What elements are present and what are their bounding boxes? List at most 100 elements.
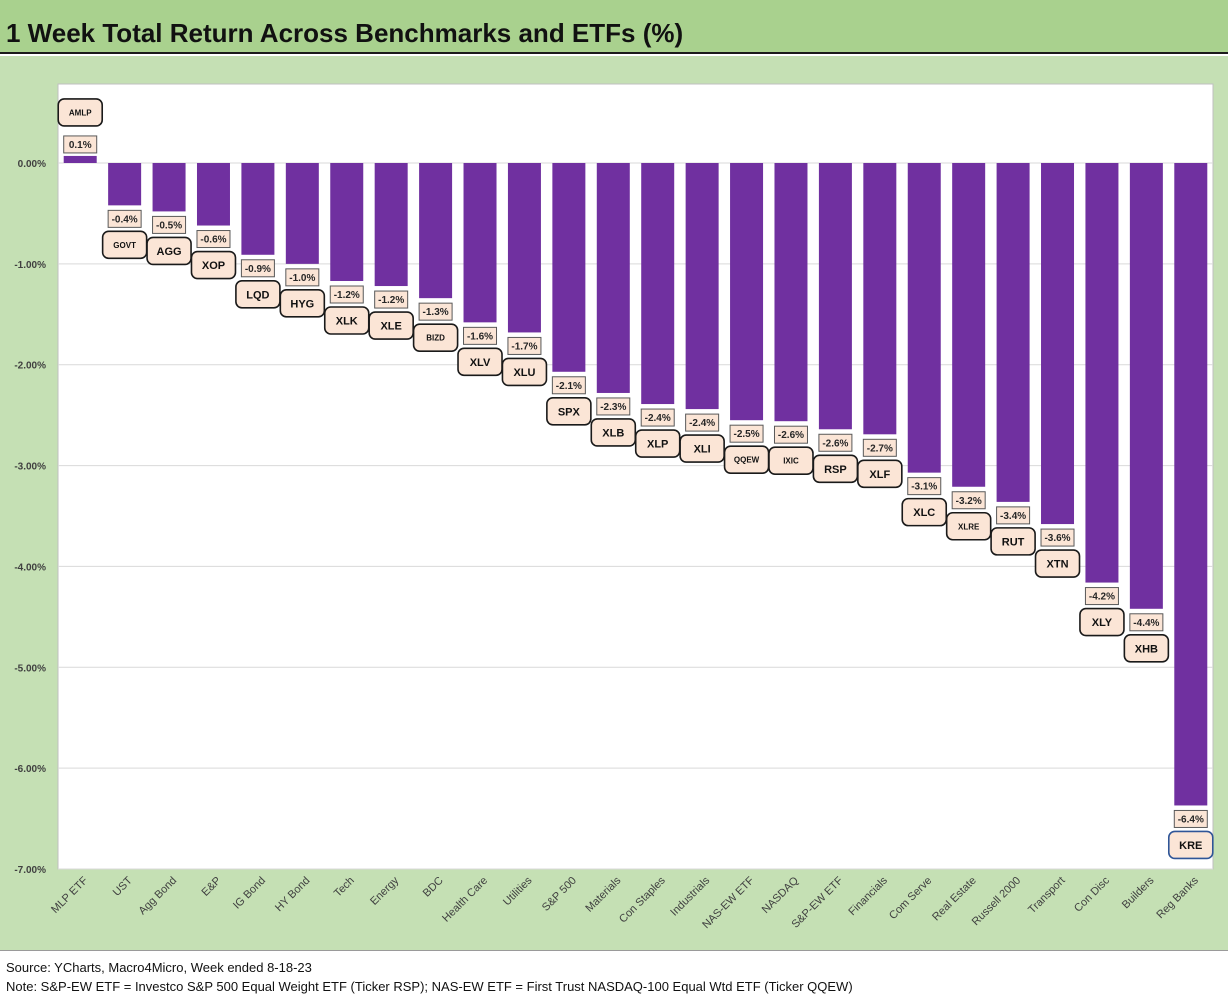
value-label: -4.2% bbox=[1089, 592, 1115, 603]
bar bbox=[596, 163, 630, 393]
value-label-box bbox=[862, 438, 897, 457]
ticker-label: XLF bbox=[869, 469, 890, 481]
chart-frame: 0.00% -1.00% -2.00% -3.00% -4.00% -5.00% -6.00… bbox=[0, 56, 1228, 950]
x-tick-label: HY Bond bbox=[273, 875, 312, 914]
value-label: -1.0% bbox=[289, 273, 315, 284]
bar bbox=[63, 155, 97, 163]
value-label-box bbox=[285, 268, 320, 287]
value-label-box bbox=[418, 302, 453, 321]
value-label: -0.5% bbox=[156, 220, 182, 231]
value-label-box bbox=[596, 397, 631, 416]
ticker-badge bbox=[990, 527, 1036, 556]
x-tick-label: E&P bbox=[200, 875, 224, 899]
y-tick-label: 0.00% bbox=[18, 159, 46, 170]
ticker-label: XLU bbox=[513, 367, 535, 379]
value-label-box bbox=[374, 290, 409, 309]
ticker-badge bbox=[679, 434, 725, 463]
bar bbox=[1041, 163, 1075, 525]
value-label-box bbox=[1084, 587, 1119, 606]
ticker-label: AMLP bbox=[69, 108, 92, 117]
ticker-label: KRE bbox=[1179, 840, 1202, 852]
ticker-label: XHB bbox=[1135, 643, 1158, 655]
bar bbox=[996, 163, 1030, 502]
ticker-badge bbox=[590, 418, 637, 447]
ticker-label: RUT bbox=[1002, 536, 1025, 548]
value-label: -3.1% bbox=[911, 482, 937, 493]
y-tick-label: -6.00% bbox=[14, 764, 46, 775]
source-note: Source: YCharts, Macro4Micro, Week ended… bbox=[6, 960, 312, 975]
ticker-label: XOP bbox=[202, 260, 225, 272]
x-tick-label: MLP ETF bbox=[49, 874, 90, 915]
ticker-label: LQD bbox=[246, 289, 269, 301]
bar bbox=[1129, 163, 1163, 609]
x-tick-label: Real Estate bbox=[930, 875, 979, 924]
x-tick-label: Agg Bond bbox=[137, 875, 180, 918]
value-label-box bbox=[507, 336, 542, 355]
bar bbox=[552, 163, 586, 372]
value-label-box bbox=[951, 491, 986, 510]
value-label: -3.4% bbox=[1000, 511, 1026, 522]
y-tick-label: -5.00% bbox=[14, 663, 46, 674]
value-label: -2.4% bbox=[645, 413, 671, 424]
value-label-box bbox=[107, 209, 142, 228]
y-tick-label: -4.00% bbox=[14, 562, 46, 573]
value-label: -2.4% bbox=[689, 418, 715, 429]
value-label: -0.4% bbox=[112, 214, 138, 225]
value-label: 0.1% bbox=[69, 140, 92, 151]
value-label-box bbox=[640, 408, 675, 427]
x-tick-label: Energy bbox=[368, 874, 401, 907]
value-label-box bbox=[63, 135, 98, 154]
y-tick-label: -2.00% bbox=[14, 361, 46, 372]
value-label-box bbox=[329, 285, 364, 304]
plot-area bbox=[57, 83, 1214, 870]
bar bbox=[108, 163, 142, 206]
ticker-label: QQEW bbox=[734, 456, 760, 465]
value-label-box bbox=[551, 376, 586, 395]
ticker-label: HYG bbox=[290, 298, 314, 310]
ticker-badge bbox=[901, 497, 948, 527]
ticker-label: XLI bbox=[694, 444, 711, 456]
bar bbox=[863, 163, 897, 435]
title-bar: 1 Week Total Return Across Benchmarks an… bbox=[0, 0, 1228, 54]
ticker-badge bbox=[546, 396, 592, 426]
bar bbox=[685, 163, 719, 410]
ticker-badge bbox=[1167, 830, 1214, 860]
value-label: -2.6% bbox=[778, 430, 804, 441]
ticker-badge bbox=[57, 98, 104, 127]
value-label: -1.7% bbox=[511, 341, 537, 352]
ticker-label: XLC bbox=[913, 507, 935, 519]
x-tick-label: NASDAQ bbox=[760, 874, 802, 916]
value-label-box bbox=[773, 425, 808, 444]
ticker-label: XLP bbox=[647, 439, 668, 451]
value-label-box bbox=[729, 424, 764, 443]
chart-title: 1 Week Total Return Across Benchmarks an… bbox=[6, 18, 684, 48]
bar bbox=[241, 163, 275, 255]
value-label: -1.3% bbox=[423, 307, 449, 318]
ticker-note: Note: S&P-EW ETF = Investco S&P 500 Equa… bbox=[6, 979, 853, 994]
bar bbox=[330, 163, 364, 282]
ticker-label: XLE bbox=[380, 321, 401, 333]
value-label: -0.9% bbox=[245, 264, 271, 275]
bar bbox=[774, 163, 808, 422]
value-label: -1.6% bbox=[467, 331, 493, 342]
x-tick-label: IG Bond bbox=[231, 875, 268, 912]
value-label-box bbox=[152, 215, 187, 234]
value-label: -2.3% bbox=[600, 402, 626, 413]
ticker-badge bbox=[412, 323, 459, 352]
x-tick-label: Utilities bbox=[501, 874, 535, 908]
bar-chart: 0.00% -1.00% -2.00% -3.00% -4.00% -5.00% -6.00… bbox=[14, 83, 1214, 931]
bar bbox=[818, 163, 852, 430]
value-label-box bbox=[1129, 613, 1164, 632]
ticker-label: AGG bbox=[157, 246, 182, 258]
x-tick-label: Health Care bbox=[440, 875, 490, 925]
ticker-label: XTN bbox=[1047, 559, 1069, 571]
value-label-box bbox=[907, 477, 942, 496]
footer: Source: YCharts, Macro4Micro, Week ended… bbox=[0, 950, 1228, 1000]
ticker-label: SPX bbox=[558, 406, 581, 418]
ticker-label: GOVT bbox=[113, 241, 136, 250]
ticker-label: IXIC bbox=[783, 457, 799, 466]
bar bbox=[419, 163, 453, 299]
ticker-label: RSP bbox=[824, 464, 847, 476]
bar bbox=[285, 163, 319, 264]
ticker-label: XLY bbox=[1092, 617, 1113, 629]
